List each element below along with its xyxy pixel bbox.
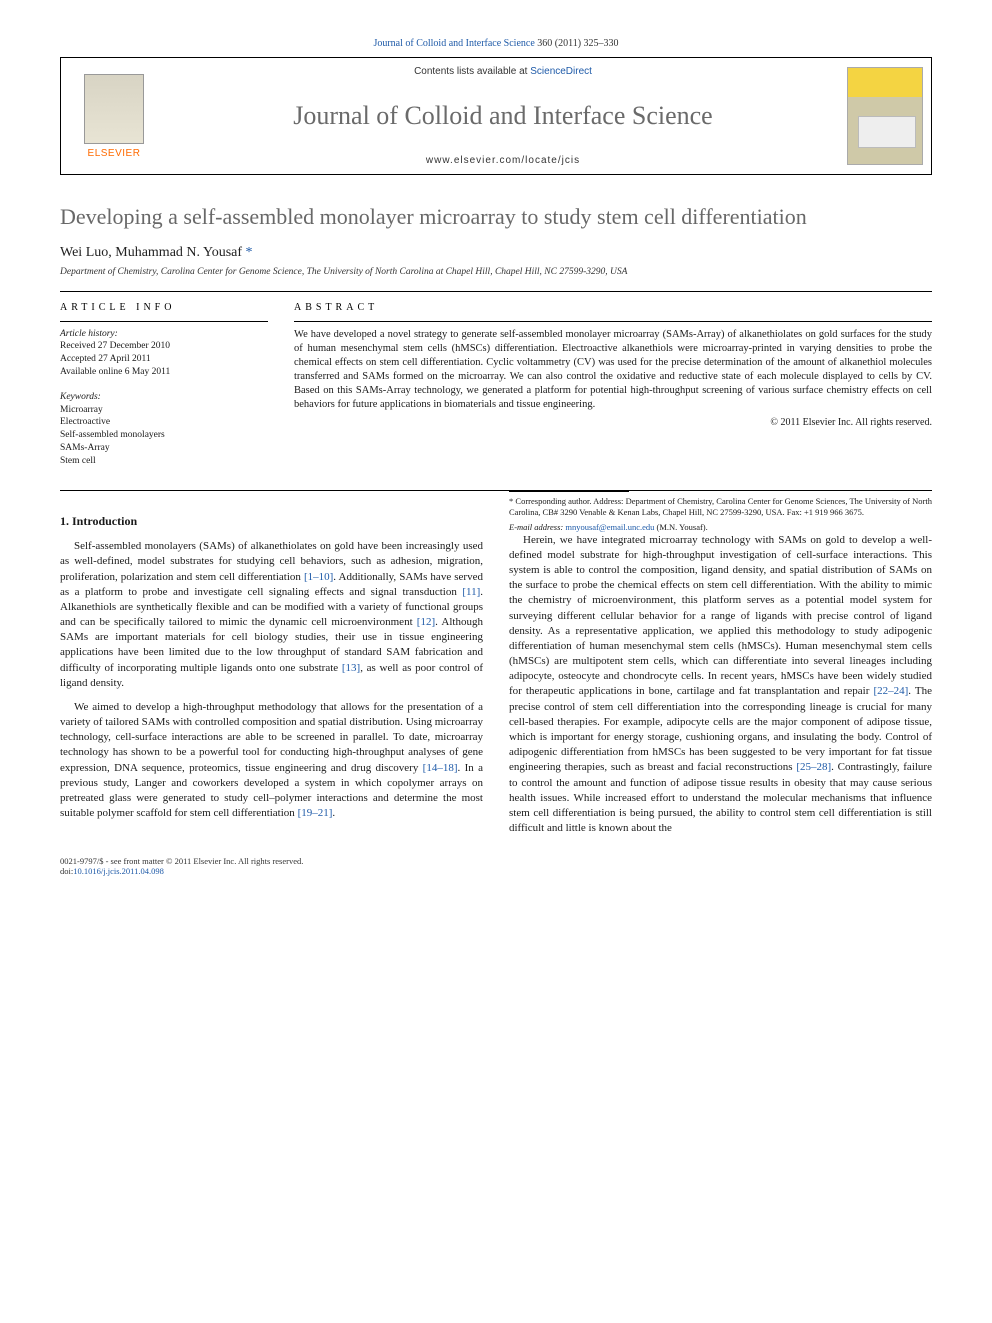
cover-thumbnail-cell <box>839 58 931 174</box>
journal-title: Journal of Colloid and Interface Science <box>293 101 712 131</box>
ref-link[interactable]: [22–24] <box>873 685 908 697</box>
received-date: Received 27 December 2010 <box>60 341 170 351</box>
doi-link[interactable]: 10.1016/j.jcis.2011.04.098 <box>73 866 164 876</box>
ref-link[interactable]: [13] <box>342 662 360 674</box>
ref-link[interactable]: [19–21] <box>298 807 333 819</box>
header-center: Contents lists available at ScienceDirec… <box>167 58 839 174</box>
body-paragraph: We aimed to develop a high-throughput me… <box>60 700 483 821</box>
journal-cover-icon <box>847 67 923 165</box>
email-suffix: (M.N. Yousaf). <box>654 522 707 532</box>
ref-link[interactable]: [25–28] <box>796 761 831 773</box>
doi-prefix: doi: <box>60 866 73 876</box>
info-abstract-row: ARTICLE INFO Article history: Received 2… <box>60 302 932 480</box>
keyword: Stem cell <box>60 456 96 466</box>
ref-link[interactable]: [14–18] <box>423 762 458 774</box>
email-footnote: E-mail address: mnyousaf@email.unc.edu (… <box>509 522 932 533</box>
section-heading: 1. Introduction <box>60 513 483 530</box>
front-matter-line: 0021-9797/$ - see front matter © 2011 El… <box>60 856 303 866</box>
sciencedirect-link[interactable]: ScienceDirect <box>530 66 592 77</box>
online-date: Available online 6 May 2011 <box>60 367 170 377</box>
abstract-divider <box>294 321 932 322</box>
keyword: Microarray <box>60 405 103 415</box>
article-title: Developing a self-assembled monolayer mi… <box>60 203 932 231</box>
abstract-column: ABSTRACT We have developed a novel strat… <box>294 302 932 480</box>
body-text: We aimed to develop a high-throughput me… <box>60 701 483 774</box>
abstract-heading: ABSTRACT <box>294 302 932 313</box>
contents-available-line: Contents lists available at ScienceDirec… <box>414 66 592 77</box>
page-footer: 0021-9797/$ - see front matter © 2011 El… <box>60 856 932 876</box>
authors-line: Wei Luo, Muhammad N. Yousaf * <box>60 245 932 261</box>
elsevier-tree-icon <box>84 74 144 144</box>
email-link[interactable]: mnyousaf@email.unc.edu <box>565 522 654 532</box>
abstract-copyright: © 2011 Elsevier Inc. All rights reserved… <box>294 417 932 428</box>
body-text: Herein, we have integrated microarray te… <box>509 534 932 698</box>
affiliation: Department of Chemistry, Carolina Center… <box>60 267 932 277</box>
email-label: E-mail address: <box>509 522 563 532</box>
article-history-label: Article history: <box>60 329 118 339</box>
body-paragraph: Herein, we have integrated microarray te… <box>509 533 932 836</box>
citation-line: Journal of Colloid and Interface Science… <box>60 38 932 49</box>
body-paragraph: Self-assembled monolayers (SAMs) of alka… <box>60 539 483 691</box>
citation-journal-link[interactable]: Journal of Colloid and Interface Science <box>373 38 534 49</box>
publisher-logo-cell: ELSEVIER <box>61 58 167 174</box>
contents-prefix: Contents lists available at <box>414 66 530 77</box>
corresponding-author-footnote: * Corresponding author. Address: Departm… <box>509 496 932 518</box>
accepted-date: Accepted 27 April 2011 <box>60 354 151 364</box>
body-text: . <box>332 807 335 819</box>
keyword: Electroactive <box>60 417 110 427</box>
citation-volpages: 360 (2011) 325–330 <box>535 38 619 49</box>
keywords-label: Keywords: <box>60 392 101 402</box>
abstract-text: We have developed a novel strategy to ge… <box>294 328 932 413</box>
article-info-heading: ARTICLE INFO <box>60 302 268 313</box>
keyword: Self-assembled monolayers <box>60 430 165 440</box>
footnote-rule <box>509 491 629 492</box>
body-columns: 1. Introduction Self-assembled monolayer… <box>60 491 932 841</box>
publisher-name: ELSEVIER <box>88 148 141 159</box>
authors-names: Wei Luo, Muhammad N. Yousaf <box>60 245 242 260</box>
info-divider <box>60 321 268 322</box>
journal-homepage-url: www.elsevier.com/locate/jcis <box>426 155 580 166</box>
article-info-column: ARTICLE INFO Article history: Received 2… <box>60 302 268 480</box>
corresponding-author-marker[interactable]: * <box>246 245 253 260</box>
divider-top <box>60 291 932 292</box>
ref-link[interactable]: [12] <box>417 616 435 628</box>
keyword: SAMs-Array <box>60 443 110 453</box>
ref-link[interactable]: [11] <box>462 586 480 598</box>
ref-link[interactable]: [1–10] <box>304 571 333 583</box>
journal-header: ELSEVIER Contents lists available at Sci… <box>60 57 932 175</box>
